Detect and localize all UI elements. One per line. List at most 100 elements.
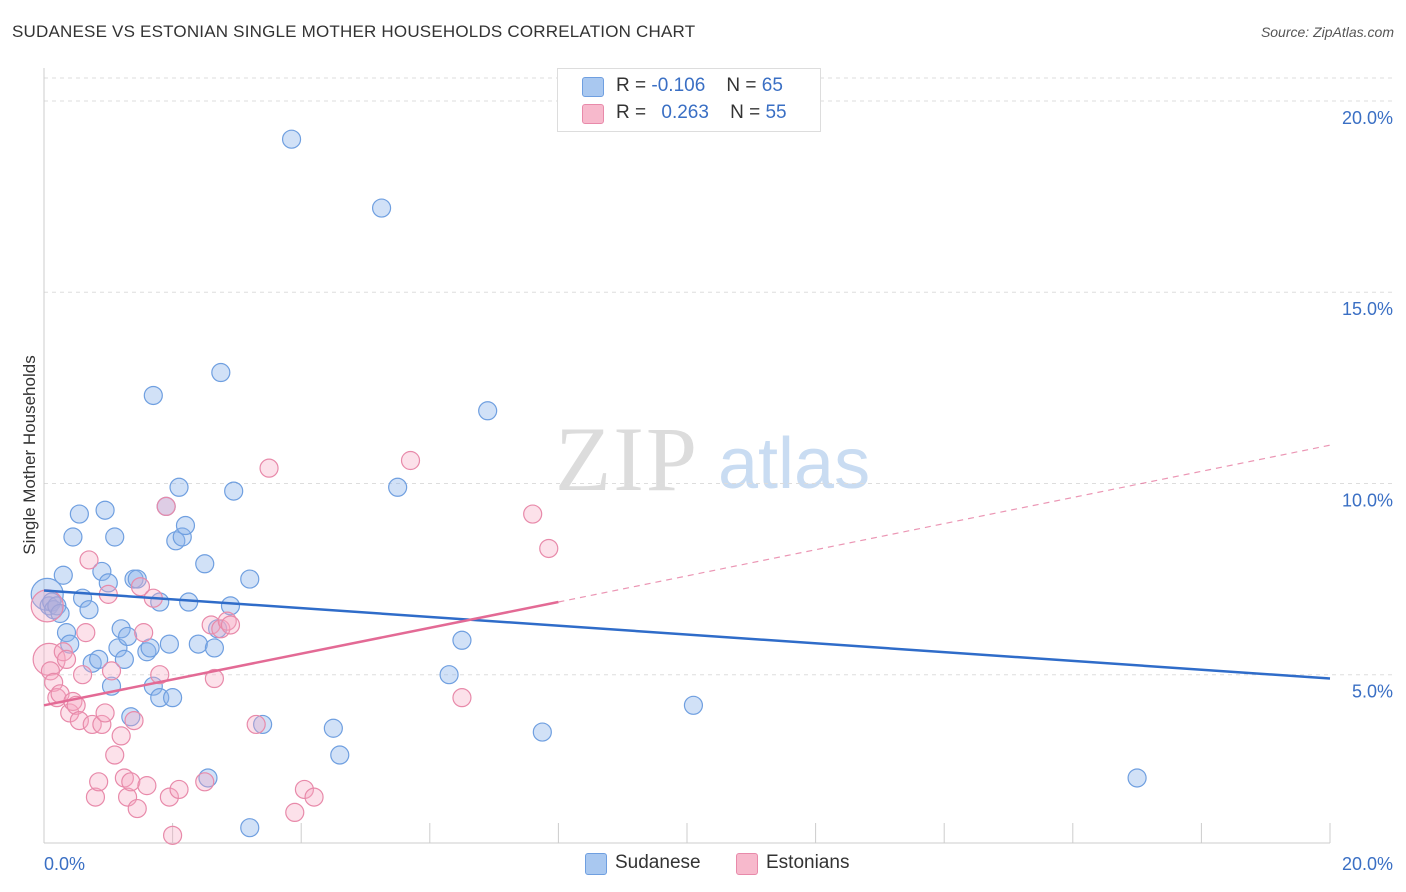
estonians-r-value: 0.263 (661, 102, 709, 123)
estonian-point (85, 787, 106, 807)
estonians-legend-swatch (736, 853, 758, 875)
sudanese-point (253, 714, 273, 735)
sudanese-point (159, 634, 179, 654)
sudanese-point (532, 722, 552, 742)
estonian-point (156, 496, 176, 516)
legend-text-sudanese: R = -0.106 N = 65 (616, 75, 783, 96)
estonian-point (127, 798, 147, 819)
sudanese-point (330, 745, 350, 765)
estonian-point (294, 779, 315, 800)
estonian-point (204, 668, 224, 689)
estonians-swatch (582, 104, 604, 124)
y-tick-label: 5.0% (1352, 682, 1393, 702)
estonian-point (60, 703, 80, 723)
sudanese-point (111, 619, 131, 639)
estonian-point (82, 714, 102, 735)
sudanese-point (105, 527, 125, 547)
sudanese-point (117, 626, 138, 647)
estonian-point (452, 688, 472, 708)
sudanese-legend-label: Sudanese (615, 852, 701, 873)
sudanese-point (439, 665, 459, 685)
estonian-point (220, 615, 241, 635)
estonians-legend-label: Estonians (766, 852, 850, 873)
sudanese-point (240, 818, 260, 838)
estonian-point (201, 615, 221, 635)
estonian-point (105, 745, 125, 765)
sudanese-point (175, 515, 196, 536)
chart-title: SUDANESE VS ESTONIAN SINGLE MOTHER HOUSE… (12, 22, 696, 41)
sudanese-trend-line (43, 589, 1331, 680)
estonian-point (259, 458, 279, 478)
sudanese-n-value: 65 (761, 75, 783, 96)
sudanese-point (172, 527, 192, 547)
sudanese-point (60, 634, 80, 654)
y-tick-label: 10.0% (1342, 490, 1393, 510)
estonian-point (539, 538, 559, 559)
estonian-point (400, 450, 421, 471)
sudanese-point (92, 561, 112, 582)
sudanese-point (211, 362, 231, 383)
estonian-point (101, 661, 122, 681)
y-tick-label: 15.0% (1342, 299, 1393, 319)
sudanese-point (50, 603, 70, 624)
sudanese-point (63, 527, 83, 547)
estonian-point (124, 710, 144, 731)
estonian-point (195, 772, 215, 792)
estonian-point (95, 703, 115, 723)
estonian-point (304, 787, 324, 807)
sudanese-point (69, 504, 89, 524)
estonian-point (72, 665, 93, 685)
estonian-point (56, 649, 77, 670)
estonian-point (159, 787, 179, 807)
sudanese-point (163, 688, 183, 708)
estonian-point (111, 726, 131, 746)
estonian-point (211, 619, 231, 639)
sudanese-point (323, 718, 343, 738)
sudanese-point (79, 600, 99, 620)
source-label: Source: ZipAtlas.com (1260, 24, 1394, 40)
estonian-point (134, 623, 154, 643)
estonian-point (40, 661, 61, 681)
correlation-legend: R = -0.106 N = 65 R = 0.263 N = 55 (557, 68, 821, 132)
sudanese-point (89, 649, 109, 670)
sudanese-point (143, 385, 163, 406)
sudanese-point (1127, 768, 1147, 788)
estonian-point (246, 714, 266, 735)
x-tick-label-max: 20.0% (1342, 854, 1393, 874)
sudanese-point (56, 623, 77, 643)
estonian-trend-line (43, 600, 559, 707)
sudanese-point (371, 198, 392, 218)
sudanese-r-value: -0.106 (651, 75, 706, 96)
sudanese-point (114, 649, 134, 670)
estonian-point (92, 714, 112, 735)
sudanese-point (452, 630, 472, 650)
sudanese-point (53, 565, 73, 585)
legend-text-estonians: R = 0.263 N = 55 (616, 102, 787, 123)
estonian-point (163, 825, 183, 845)
sudanese-swatch (582, 77, 604, 97)
sudanese-point (95, 500, 115, 520)
sudanese-point (195, 554, 215, 574)
sudanese-point (478, 401, 498, 421)
estonian-point (130, 577, 151, 597)
estonians-n-value: 55 (765, 102, 787, 123)
sudanese-point (240, 569, 260, 589)
x-tick-label-min: 0.0% (44, 854, 85, 874)
watermark-atlas: atlas (718, 424, 870, 504)
sudanese-legend-swatch (585, 853, 607, 875)
estonian-point (121, 772, 141, 792)
sudanese-point (204, 638, 224, 658)
y-tick-label: 20.0% (1342, 108, 1393, 128)
sudanese-point (98, 573, 118, 593)
estonian-point (44, 672, 64, 692)
sudanese-point (388, 477, 408, 497)
estonian-point (150, 665, 170, 685)
sudanese-point (220, 596, 241, 616)
estonian-point (32, 642, 66, 677)
sudanese-point (188, 634, 208, 654)
estonian-point (285, 802, 305, 823)
sudanese-point (683, 695, 704, 715)
estonian-point (169, 779, 189, 800)
sudanese-point (281, 129, 302, 149)
sudanese-point (224, 481, 244, 501)
